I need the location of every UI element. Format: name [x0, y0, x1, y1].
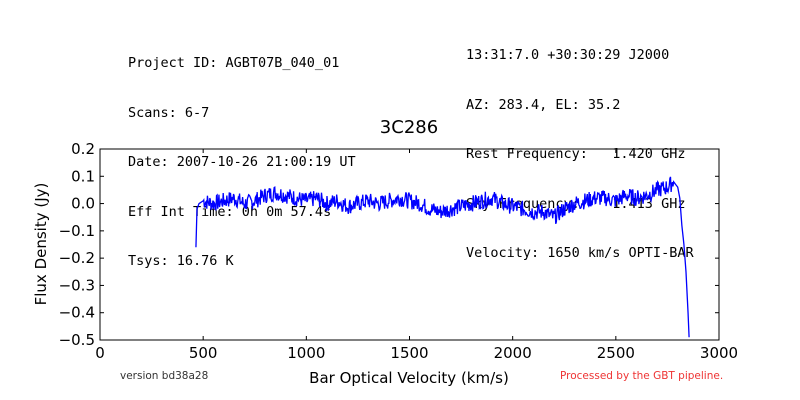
x-tick-label: 1500 — [390, 344, 428, 362]
flux-series-line — [195, 176, 690, 338]
y-tick-label: −0.5 — [59, 331, 95, 349]
y-axis-label: Flux Density (Jy) — [32, 183, 50, 306]
y-tick-label: 0.0 — [71, 195, 95, 213]
eff-int-time: Eff Int Time: 0h 0m 57.4s — [128, 203, 332, 220]
x-tick-label: 2500 — [597, 344, 635, 362]
velocity: Velocity: 1650 km/s OPTI-BAR — [466, 245, 694, 261]
date: Date: 2007-10-26 21:00:19 UT — [128, 154, 356, 170]
tsys: Tsys: 16.76 K — [128, 253, 234, 269]
x-tick-label: 3000 — [700, 344, 738, 362]
header-left: Project ID: AGBT07B_040_01 Scans: 6-7 Da… — [128, 22, 356, 286]
y-tick-label: −0.1 — [59, 222, 95, 240]
y-tick-label: −0.4 — [59, 304, 95, 322]
scans: Scans: 6-7 — [128, 104, 210, 121]
az-el: AZ: 283.4, EL: 35.2 — [466, 96, 621, 113]
y-tick-label: −0.3 — [59, 276, 95, 294]
y-tick-label: 0.1 — [71, 167, 95, 185]
header-right: 13:31:7.0 +30:30:29 J2000 AZ: 283.4, EL:… — [466, 14, 694, 278]
coordinates: 13:31:7.0 +30:30:29 J2000 — [466, 47, 670, 63]
x-tick-label: 0 — [95, 344, 105, 362]
chart-title: 3C286 — [380, 117, 438, 138]
x-tick-label: 500 — [189, 344, 218, 362]
processed-label: Processed by the GBT pipeline. — [560, 370, 724, 382]
version-label: version bd38a28 — [120, 370, 209, 382]
plot-frame — [99, 148, 720, 341]
project-id: Project ID: AGBT07B_040_01 — [128, 55, 340, 71]
rest-frequency: Rest Frequency: 1.420 GHz — [466, 146, 686, 162]
y-tick-label: −0.2 — [59, 249, 95, 267]
x-tick-label: 2000 — [494, 344, 532, 362]
x-axis-ticks: 0 500 1000 1500 2000 2500 3000 — [95, 149, 738, 362]
y-axis-ticks: 0.2 0.1 0.0 −0.1 −0.2 −0.3 −0.4 −0.5 — [59, 140, 719, 349]
x-tick-label: 1000 — [287, 344, 325, 362]
x-axis-label: Bar Optical Velocity (km/s) — [309, 369, 509, 387]
y-tick-label: 0.2 — [71, 140, 95, 158]
